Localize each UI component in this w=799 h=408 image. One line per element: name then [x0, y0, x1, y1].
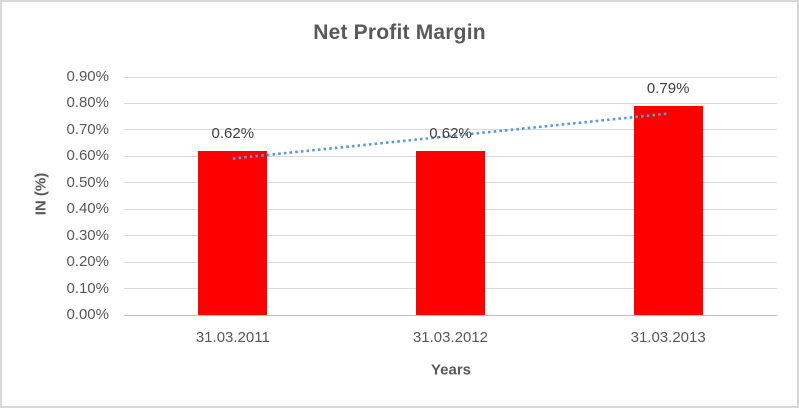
y-tick-label: 0.20%	[66, 253, 109, 271]
x-tick-label: 31.03.2013	[630, 329, 706, 346]
data-label: 0.62%	[211, 125, 255, 143]
bar	[198, 151, 268, 315]
y-tick-label: 0.90%	[66, 68, 109, 85]
bar	[416, 151, 485, 315]
data-label: 0.62%	[429, 125, 472, 143]
y-tick-label: 0.50%	[66, 173, 109, 191]
x-axis-line	[124, 314, 777, 316]
chart-title: Net Profit Margin	[313, 21, 486, 44]
y-tick-label: 0.80%	[66, 94, 109, 112]
x-tick-label: 31.03.2012	[412, 329, 489, 346]
y-tick-label: 0.00%	[66, 306, 109, 323]
bar	[633, 106, 703, 315]
y-tick-label: 0.70%	[66, 120, 109, 138]
data-label: 0.79%	[646, 80, 690, 98]
x-tick-label: 31.03.2011	[195, 329, 270, 346]
gridline	[124, 76, 777, 78]
y-tick-label: 0.60%	[66, 147, 109, 165]
x-axis-title: Years	[430, 361, 472, 379]
y-tick-label: 0.10%	[66, 279, 109, 297]
y-tick-label: 0.30%	[66, 226, 109, 244]
y-tick-label: 0.40%	[66, 200, 109, 218]
gridline	[124, 102, 777, 104]
